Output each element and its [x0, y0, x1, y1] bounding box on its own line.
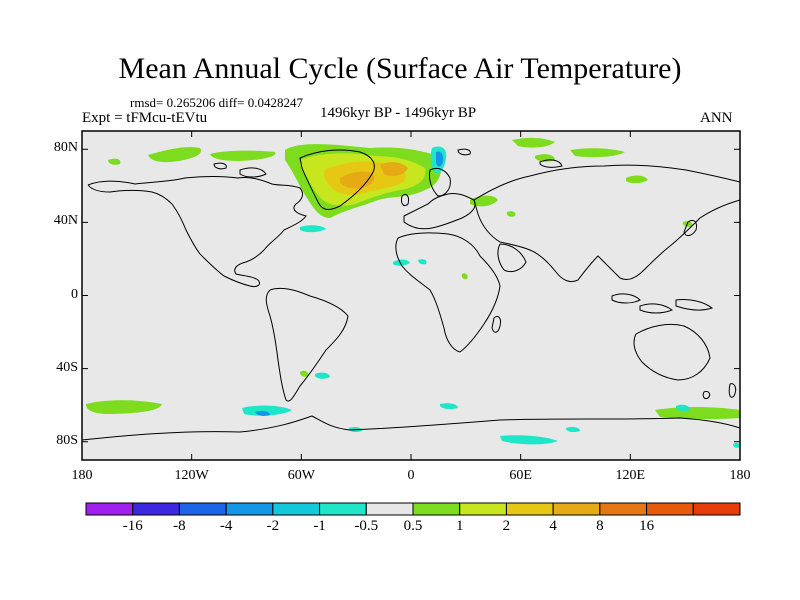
- lat-tick-label: 80N: [53, 140, 78, 156]
- lon-tick-label: 120W: [174, 468, 209, 483]
- colorbar-label: 1: [455, 518, 464, 534]
- colorbar-swatch: [646, 502, 694, 516]
- colorbar-label: -0.5: [354, 518, 379, 534]
- stats-text: rmsd= 0.265206 diff= 0.0428247: [130, 95, 303, 110]
- experiment-label: Expt = tFMcu-tEVtu: [82, 110, 208, 126]
- colorbar-label: -4: [219, 518, 233, 534]
- colorbar-swatch: [552, 502, 601, 516]
- period-label: 1496kyr BP - 1496kyr BP: [320, 105, 477, 121]
- coastlines: [81, 148, 741, 441]
- colorbar-swatch: [459, 502, 507, 516]
- season-label: ANN: [700, 110, 733, 126]
- colorbar-swatch: [412, 502, 461, 516]
- colorbar-label: -8: [173, 518, 186, 534]
- colorbar-swatch: [505, 502, 554, 516]
- colorbar-label: -16: [122, 518, 143, 534]
- colorbar-label: 2: [502, 518, 511, 534]
- colorbar-swatch: [85, 502, 134, 516]
- lon-tick-label: 120E: [615, 468, 646, 483]
- colorbar-label: 16: [639, 518, 655, 534]
- plot-title: Mean Annual Cycle (Surface Air Temperatu…: [118, 52, 682, 85]
- lat-tick-label: 40N: [53, 213, 78, 229]
- colorbar-label: -1: [313, 518, 326, 534]
- lon-tick-marks: [81, 131, 741, 460]
- colorbar-swatch: [319, 502, 367, 516]
- colorbar-label: 4: [549, 518, 557, 534]
- colorbar: [85, 502, 741, 516]
- lat-tick-label: 80S: [56, 432, 78, 448]
- colorbar-swatch: [225, 502, 274, 516]
- lon-tick-label: 180: [71, 468, 93, 483]
- negative-anomaly-regions: [242, 146, 740, 448]
- positive-anomaly-regions: [86, 137, 740, 420]
- colorbar-swatch: [272, 502, 321, 516]
- colorbar-swatch: [132, 502, 180, 516]
- lon-tick-label: 60W: [287, 468, 315, 483]
- lat-tick-label: 0: [71, 286, 78, 302]
- lat-tick-label: 40S: [56, 359, 78, 375]
- colorbar-swatch: [599, 502, 648, 516]
- colorbar-label: -2: [266, 518, 280, 534]
- lon-tick-label: 180: [729, 468, 751, 483]
- colorbar-swatch: [365, 502, 414, 516]
- lon-tick-label: 60E: [509, 468, 532, 483]
- lon-tick-label: 0: [407, 468, 415, 483]
- colorbar-swatch: [178, 502, 227, 516]
- lat-tick-marks: [82, 148, 740, 443]
- colorbar-swatch: [692, 502, 741, 516]
- colorbar-label: 0.5: [403, 518, 423, 534]
- colorbar-label: 8: [596, 518, 604, 534]
